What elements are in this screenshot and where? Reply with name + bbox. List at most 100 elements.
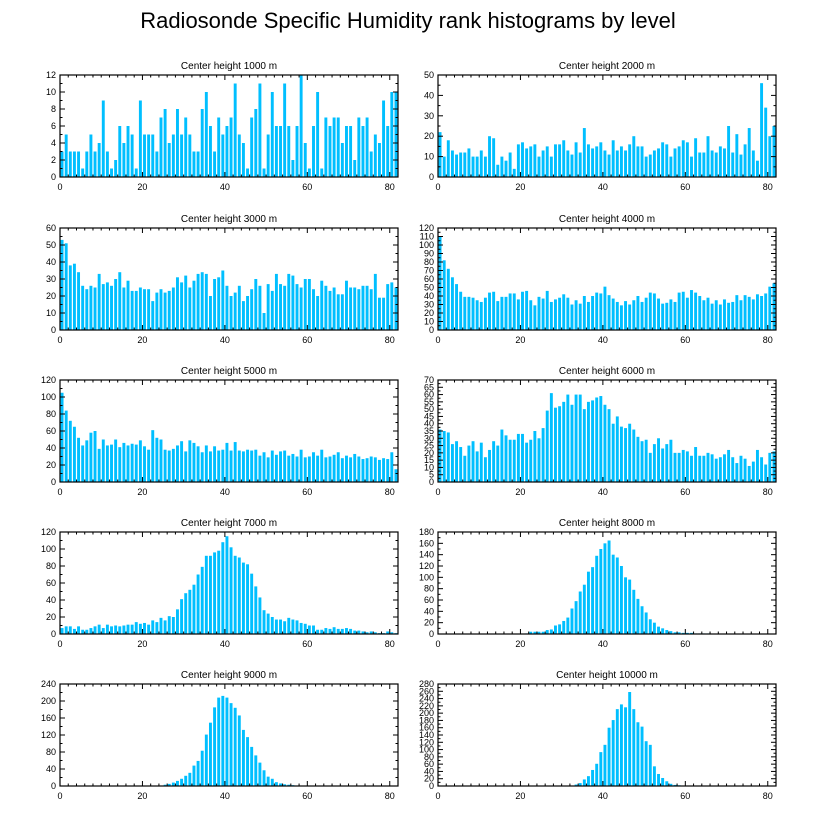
x-tick-label: 60 [302, 487, 312, 497]
histogram-bar [60, 151, 64, 177]
histogram-bar [390, 632, 394, 634]
histogram-bar [665, 302, 669, 330]
histogram-bar [77, 437, 81, 482]
histogram-bar [147, 624, 151, 634]
histogram-bar [529, 146, 533, 177]
histogram-bar [652, 293, 656, 330]
histogram-bar [537, 156, 541, 177]
histogram-bar [134, 290, 138, 330]
histogram-bar [336, 294, 340, 330]
y-tick-label: 30 [424, 111, 434, 121]
y-tick-label: 80 [46, 747, 56, 757]
histogram-bar [340, 458, 344, 482]
histogram-bar [760, 457, 764, 482]
histogram-bar [525, 442, 529, 482]
histogram-bar [377, 143, 381, 177]
x-tick-label: 80 [763, 182, 773, 192]
histogram-bar [188, 287, 192, 330]
histogram-bar [496, 445, 500, 482]
histogram-bar [673, 452, 677, 482]
histogram-bar [751, 150, 755, 177]
histogram-bar [496, 301, 500, 330]
histogram-bar [225, 285, 229, 330]
y-tick-label: 280 [419, 679, 434, 689]
histogram-bar [114, 625, 118, 634]
histogram-bar [200, 272, 204, 330]
histogram-bar [702, 152, 706, 177]
histogram-bar [274, 782, 278, 786]
histogram-bar [595, 146, 599, 177]
histogram-bar [130, 290, 134, 330]
histogram-bar [324, 457, 328, 482]
histogram-bar [685, 297, 689, 330]
histogram-bar [455, 284, 459, 330]
x-tick-label: 40 [220, 335, 230, 345]
histogram-bar [500, 429, 504, 482]
histogram-bar [114, 279, 118, 330]
histogram-bar [455, 154, 459, 177]
histogram-bar [188, 134, 192, 177]
y-tick-label: 40 [424, 90, 434, 100]
histogram-bar [217, 117, 221, 177]
histogram-bar [549, 156, 553, 177]
x-tick-label: 60 [302, 335, 312, 345]
histogram-bar [262, 313, 266, 330]
histogram-bar [204, 555, 208, 634]
histogram-bar [504, 296, 508, 330]
histogram-bar [533, 144, 537, 177]
histogram-bar [694, 292, 698, 330]
histogram-bar [739, 300, 743, 330]
y-tick-label: 10 [46, 308, 56, 318]
histogram-bar [312, 126, 315, 177]
histogram-bar [747, 465, 751, 482]
histogram-bar [632, 709, 636, 786]
panel-title: Center height 3000 m [181, 214, 277, 225]
histogram-bar [739, 154, 743, 177]
histogram-bar [386, 284, 390, 330]
histogram-bar [237, 557, 241, 634]
histogram-bar [328, 456, 332, 482]
histogram-panel-1: Center height 1000 m 0 20 40 60 80 0 2 4 6 8 10 12 [46, 61, 399, 192]
histogram-bar [295, 284, 299, 330]
histogram-bar [595, 763, 599, 786]
histogram-bar [143, 134, 146, 177]
histogram-bar [60, 392, 64, 482]
histogram-bar [122, 442, 126, 482]
plot-frame [59, 531, 399, 635]
x-tick-label: 20 [137, 487, 147, 497]
histogram-bar [126, 445, 130, 482]
histogram-bar [254, 279, 258, 330]
histogram-bar [483, 297, 487, 330]
histogram-bar [101, 628, 105, 634]
histogram-bar [299, 622, 303, 634]
histogram-bar [463, 152, 467, 177]
histogram-bar [475, 451, 479, 482]
histogram-bar [521, 433, 524, 482]
y-tick-label: 40 [46, 764, 56, 774]
histogram-bar [345, 126, 348, 177]
histogram-bar [192, 765, 196, 786]
histogram-bar [332, 117, 336, 177]
histogram-bar [665, 630, 669, 634]
histogram-bar [287, 273, 291, 330]
y-tick-label: 80 [46, 561, 56, 571]
histogram-bar [159, 289, 163, 330]
histogram-bar [130, 624, 134, 634]
histogram-bar [217, 450, 221, 482]
histogram-bar [217, 277, 221, 330]
histogram-bar [677, 292, 681, 330]
histogram-bar [442, 156, 446, 177]
histogram-bar [307, 625, 311, 634]
histogram-bar [743, 295, 747, 330]
histogram-bar [151, 430, 155, 482]
histogram-bar [382, 458, 386, 482]
histogram-bar [603, 404, 607, 482]
histogram-bar [516, 144, 520, 177]
histogram-bar [118, 447, 122, 482]
histogram-bar [258, 83, 262, 177]
histogram-bar [488, 292, 491, 330]
histogram-bar [669, 156, 673, 177]
y-tick-label: 90 [424, 249, 434, 259]
histogram-bar [574, 601, 578, 634]
histogram-bar [167, 450, 171, 482]
